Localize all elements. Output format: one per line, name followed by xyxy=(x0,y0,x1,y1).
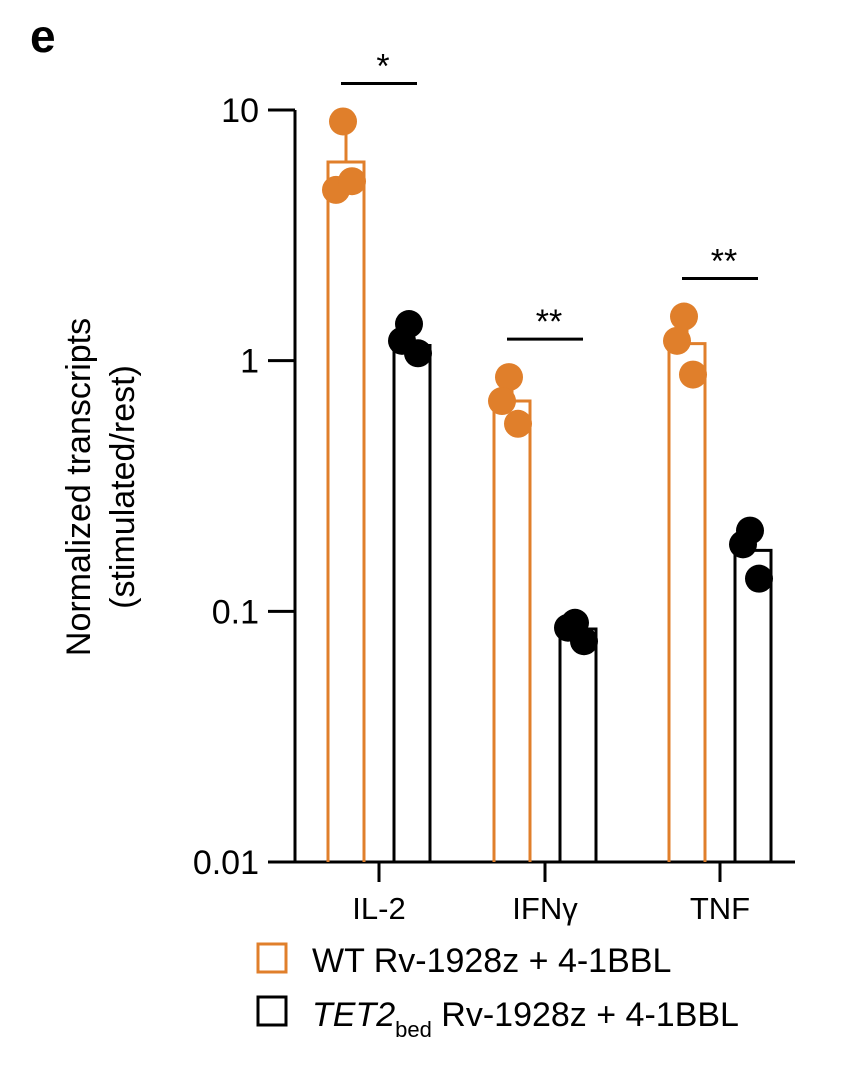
data-point xyxy=(488,387,516,416)
data-point xyxy=(745,564,773,593)
x-tick-label: TNF xyxy=(690,891,750,926)
significance-marker: ** xyxy=(536,303,562,341)
legend-label-wt: WT Rv-1928z + 4-1BBL xyxy=(312,942,671,980)
y-axis-title-line1: Normalized transcripts xyxy=(60,318,98,656)
panel-label: e xyxy=(30,10,56,62)
data-point xyxy=(570,627,598,656)
data-point xyxy=(504,409,532,438)
data-point xyxy=(495,363,523,392)
legend-tet2-rest: Rv-1928z + 4-1BBL xyxy=(432,996,739,1034)
legend-tet2-subscript: bed xyxy=(395,1017,432,1042)
y-tick-label: 1 xyxy=(240,343,259,381)
plot-area: 10 1 0.1 0.01 IL-2 * IFNγ ** TNF ** xyxy=(193,47,795,926)
significance-marker: ** xyxy=(711,243,737,281)
data-point xyxy=(670,302,698,331)
bar xyxy=(558,627,598,862)
legend: WT Rv-1928z + 4-1BBL TET2bed Rv-1928z + … xyxy=(256,942,739,1042)
bar xyxy=(392,343,432,862)
bar xyxy=(667,342,707,862)
y-tick-label: 0.01 xyxy=(193,844,259,882)
legend-swatch-wt xyxy=(256,942,288,974)
data-point xyxy=(338,167,366,196)
y-axis-title: Normalized transcripts (stimulated/rest) xyxy=(60,318,142,656)
legend-tet2-gene: TET2 xyxy=(312,996,395,1034)
data-point xyxy=(729,530,757,559)
significance-marker: * xyxy=(376,47,389,85)
y-axis-title-line2: (stimulated/rest) xyxy=(104,365,142,609)
y-tick-label: 0.1 xyxy=(212,593,259,631)
bar xyxy=(492,399,532,862)
data-point xyxy=(404,339,432,368)
x-tick-label: IL-2 xyxy=(352,891,405,926)
legend-label-tet2: TET2bed Rv-1928z + 4-1BBL xyxy=(312,996,739,1042)
data-point xyxy=(679,360,707,389)
data-point xyxy=(663,326,691,355)
bar xyxy=(326,160,366,862)
legend-swatch-tet2 xyxy=(256,995,288,1027)
x-tick-label: IFNγ xyxy=(512,891,578,926)
y-tick-label: 10 xyxy=(221,92,259,130)
bar xyxy=(733,548,773,862)
data-point xyxy=(329,107,357,136)
